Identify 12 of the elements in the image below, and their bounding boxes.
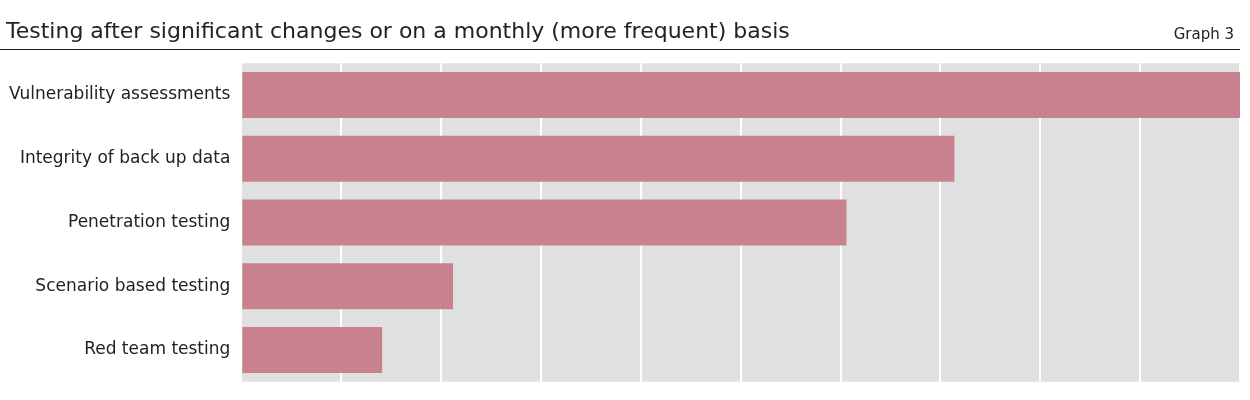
chart-title: Testing after significant changes or on a monthly (more frequent) basis [6,18,790,43]
bar [242,199,847,246]
y-tick-label: Penetration testing [68,210,231,231]
bar [242,263,454,310]
y-tick-label: Vulnerability assessments [9,83,231,104]
y-tick-label: Scenario based testing [35,274,231,295]
y-tick-label: Integrity of back up data [19,147,231,168]
bar [242,327,383,373]
caption: Graph 3 [1173,25,1235,43]
bar [242,72,1240,118]
bar [242,135,955,182]
y-tick-label: Red team testing [84,338,231,359]
